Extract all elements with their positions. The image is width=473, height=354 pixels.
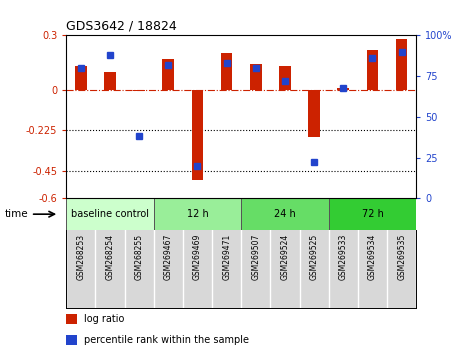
Text: GDS3642 / 18824: GDS3642 / 18824 [66,20,177,33]
Bar [221,53,233,90]
Text: percentile rank within the sample: percentile rank within the sample [84,335,249,345]
Bar [241,198,329,230]
Text: GSM269533: GSM269533 [339,234,348,280]
Bar [104,72,116,90]
Text: GSM268254: GSM268254 [105,234,114,280]
Text: GSM269524: GSM269524 [280,234,289,280]
Text: 72 h: 72 h [361,209,384,219]
Bar [66,198,154,230]
Text: GSM269534: GSM269534 [368,234,377,280]
Text: GSM269535: GSM269535 [397,234,406,280]
Bar [308,90,320,137]
Text: 12 h: 12 h [187,209,208,219]
Bar [163,59,174,90]
Text: log ratio: log ratio [84,314,124,324]
Text: GSM269467: GSM269467 [164,234,173,280]
Bar [367,50,378,90]
Bar [329,198,416,230]
Bar [338,88,349,90]
Bar [154,198,241,230]
Text: baseline control: baseline control [71,209,149,219]
Bar [133,90,145,91]
Text: GSM269469: GSM269469 [193,234,202,280]
Text: GSM269525: GSM269525 [310,234,319,280]
Text: GSM268255: GSM268255 [135,234,144,280]
Bar [75,66,87,90]
Text: time: time [5,209,28,219]
Bar [66,335,77,346]
Text: 24 h: 24 h [274,209,296,219]
Text: GSM268253: GSM268253 [76,234,85,280]
Bar [250,64,262,90]
Bar [279,66,291,90]
Text: GSM269471: GSM269471 [222,234,231,280]
Text: GSM269507: GSM269507 [251,234,260,280]
Bar [192,90,203,180]
Bar [66,314,77,324]
Bar [396,39,407,90]
